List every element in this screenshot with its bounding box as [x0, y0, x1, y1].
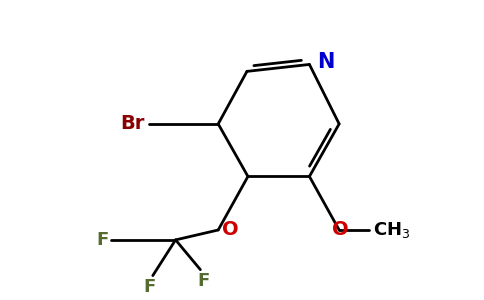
Text: O: O [332, 220, 348, 239]
Text: F: F [144, 278, 156, 296]
Text: Br: Br [121, 114, 145, 134]
Text: N: N [318, 52, 335, 73]
Text: F: F [197, 272, 210, 290]
Text: F: F [96, 231, 108, 249]
Text: CH$_3$: CH$_3$ [373, 220, 410, 240]
Text: O: O [222, 220, 239, 239]
